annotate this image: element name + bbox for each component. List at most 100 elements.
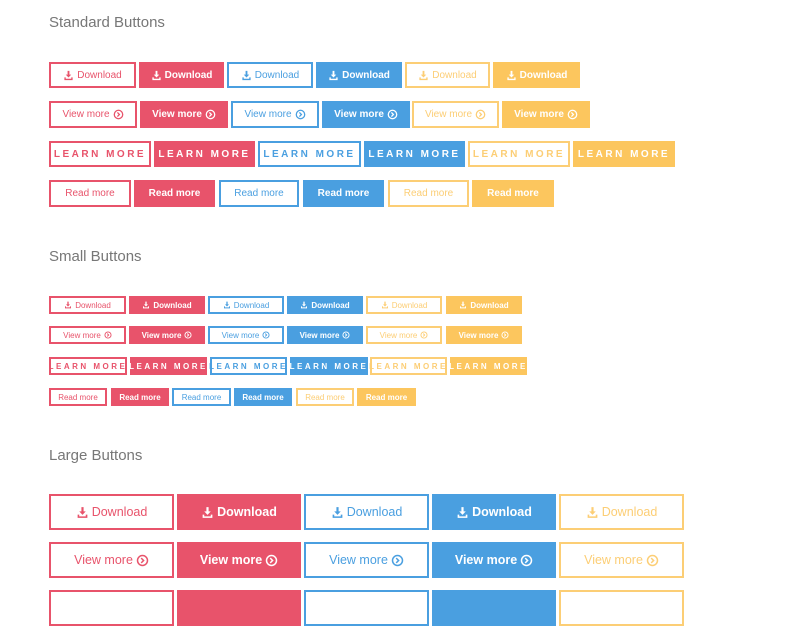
download-icon [143,301,150,309]
download-icon [506,70,516,80]
button-label: Read more [403,188,454,199]
circle-arrow-icon [387,109,398,120]
download-button-blue-solid[interactable]: Download [287,296,363,314]
download-button-red-solid[interactable]: Download [139,62,224,88]
circle-arrow-icon [342,331,350,339]
download-button-yellow-solid[interactable]: Download [446,296,522,314]
view-more-button-red-outline[interactable]: View more [49,326,126,344]
view-more-button-yellow-outline[interactable]: View more [412,101,499,128]
learn-more-button-red-outline[interactable]: LEARN MORE [49,141,151,167]
download-button-red-outline[interactable]: Download [49,296,126,314]
button-button-blue-solid[interactable] [432,590,556,626]
view-more-button-red-solid[interactable]: View more [177,542,301,578]
read-more-button-blue-solid[interactable]: Read more [303,180,384,207]
read-more-button-red-solid[interactable]: Read more [134,180,215,207]
view-more-button-red-outline[interactable]: View more [49,101,137,128]
button-label: Read more [58,392,98,402]
button-button-red-solid[interactable] [177,590,301,626]
download-button-blue-solid[interactable]: Download [316,62,402,88]
download-icon [77,506,88,518]
learn-more-button-red-solid[interactable]: LEARN MORE [129,357,207,375]
download-icon [202,506,213,518]
button-label: Download [472,505,532,519]
button-label: View more [221,330,260,340]
button-label: Read more [119,392,161,402]
circle-arrow-icon [136,554,149,566]
read-more-button-yellow-outline[interactable]: Read more [296,388,354,406]
download-button-yellow-outline[interactable]: Download [559,494,684,530]
read-more-button-red-outline[interactable]: Read more [49,180,131,207]
download-icon [65,301,72,309]
button-label: LEARN MORE [48,361,128,371]
download-icon [151,70,161,80]
read-more-button-red-outline[interactable]: Read more [49,388,107,406]
read-more-button-blue-outline[interactable]: Read more [219,180,299,207]
download-button-red-outline[interactable]: Download [49,494,174,530]
download-button-blue-outline[interactable]: Download [304,494,429,530]
download-button-red-solid[interactable]: Download [129,296,205,314]
button-button-yellow-outline[interactable] [559,590,684,626]
download-button-red-outline[interactable]: Download [49,62,136,88]
circle-arrow-icon [262,331,270,339]
read-more-button-blue-solid[interactable]: Read more [234,388,292,406]
button-label: Read more [317,188,370,199]
learn-more-button-blue-outline[interactable]: LEARN MORE [209,357,287,375]
button-label: Download [470,300,509,310]
view-more-button-blue-outline[interactable]: View more [304,542,429,578]
download-button-yellow-solid[interactable]: Download [493,62,580,88]
learn-more-button-blue-solid[interactable]: LEARN MORE [290,357,368,375]
button-label: LEARN MORE [369,361,448,371]
learn-more-button-red-outline[interactable]: LEARN MORE [49,357,127,375]
read-more-button-blue-outline[interactable]: Read more [172,388,231,406]
learn-more-button-yellow-solid[interactable]: LEARN MORE [449,357,527,375]
download-button-blue-solid[interactable]: Download [432,494,556,530]
view-more-button-yellow-solid[interactable]: View more [502,101,590,128]
read-more-button-red-solid[interactable]: Read more [111,388,169,406]
button-label: Download [519,69,568,81]
learn-more-button-blue-outline[interactable]: LEARN MORE [258,141,361,167]
read-more-button-yellow-solid[interactable]: Read more [357,388,416,406]
circle-arrow-icon [567,109,578,120]
circle-arrow-icon [501,331,509,339]
button-label: Download [311,300,350,310]
learn-more-button-red-solid[interactable]: LEARN MORE [154,141,255,167]
view-more-button-red-solid[interactable]: View more [140,101,228,128]
download-button-blue-outline[interactable]: Download [208,296,284,314]
view-more-button-yellow-outline[interactable]: View more [366,326,442,344]
view-more-button-blue-solid[interactable]: View more [322,101,410,128]
button-label: View more [454,553,518,567]
view-more-button-blue-solid[interactable]: View more [432,542,556,578]
button-label: View more [63,330,101,340]
view-more-button-blue-outline[interactable]: View more [231,101,319,128]
learn-more-button-yellow-outline[interactable]: LEARN MORE [369,357,448,375]
button-label: Download [91,505,148,519]
download-button-yellow-outline[interactable]: Download [405,62,490,88]
read-more-button-yellow-solid[interactable]: Read more [472,180,554,207]
circle-arrow-icon [265,554,278,566]
download-icon [460,301,467,309]
learn-more-button-blue-solid[interactable]: LEARN MORE [364,141,465,167]
view-more-button-red-outline[interactable]: View more [49,542,174,578]
read-more-button-yellow-outline[interactable]: Read more [388,180,469,207]
section-title-large: Large Buttons [49,447,143,464]
button-button-blue-outline[interactable] [304,590,429,626]
view-more-button-blue-solid[interactable]: View more [287,326,363,344]
button-label: LEARN MORE [158,148,251,160]
download-button-yellow-outline[interactable]: Download [366,296,442,314]
button-label: View more [74,553,133,567]
download-icon [419,70,428,80]
button-label: LEARN MORE [577,148,671,160]
view-more-button-red-solid[interactable]: View more [129,326,205,344]
download-button-red-solid[interactable]: Download [177,494,301,530]
circle-arrow-icon [104,331,112,339]
view-more-button-yellow-solid[interactable]: View more [446,326,522,344]
view-more-button-blue-outline[interactable]: View more [208,326,284,344]
button-button-red-outline[interactable] [49,590,174,626]
circle-arrow-icon [420,331,428,339]
button-label: View more [379,330,418,340]
view-more-button-yellow-outline[interactable]: View more [559,542,684,578]
download-button-blue-outline[interactable]: Download [227,62,313,88]
button-label: LEARN MORE [289,361,369,371]
learn-more-button-yellow-outline[interactable]: LEARN MORE [468,141,570,167]
learn-more-button-yellow-solid[interactable]: LEARN MORE [573,141,675,167]
